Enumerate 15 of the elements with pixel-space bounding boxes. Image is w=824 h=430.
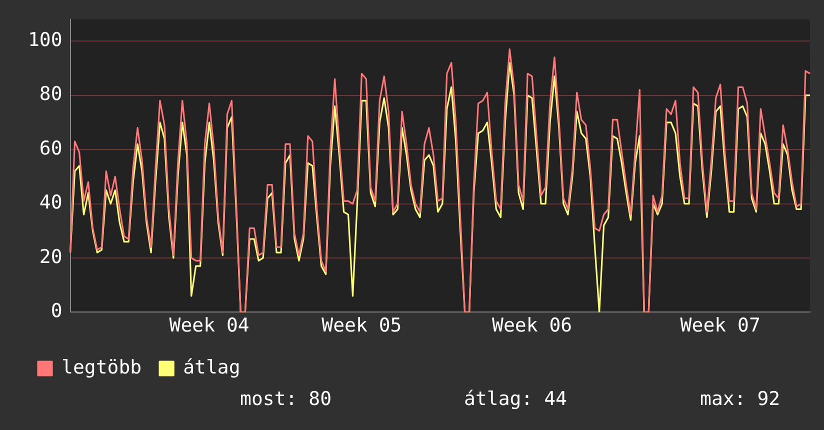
y-tick-label: 100: [28, 29, 62, 52]
y-tick-label: 40: [39, 192, 62, 214]
y-tick-label: 20: [39, 246, 62, 268]
x-tick-label: Week 05: [322, 314, 402, 337]
legend-label: átlag: [183, 356, 240, 378]
x-tick-label: Week 04: [169, 314, 250, 337]
y-tick-label: 60: [39, 137, 62, 160]
text: max: 92: [700, 388, 780, 410]
x-tick-label: Week 06: [492, 314, 572, 337]
x-tick-label: Week 07: [680, 314, 760, 337]
legend-label: legtöbb: [62, 356, 142, 378]
text: átlag: 44: [464, 388, 567, 410]
text: most: 80: [240, 388, 332, 410]
y-tick-label: 80: [39, 83, 62, 106]
y-tick-label: 0: [50, 300, 62, 322]
